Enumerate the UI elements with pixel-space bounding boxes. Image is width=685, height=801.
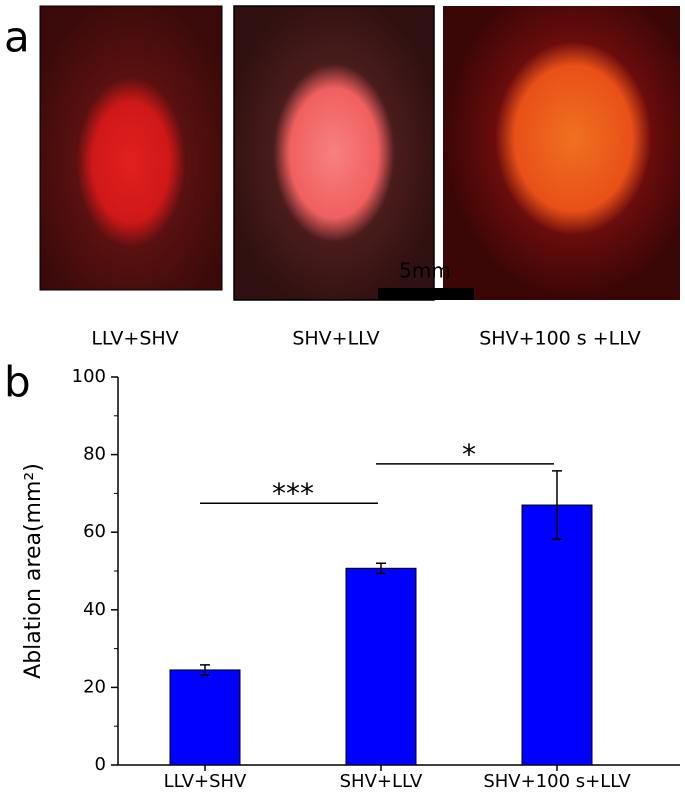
y-axis-label: Ablation area(mm²) [21,463,46,679]
significance-label: * [462,438,476,471]
x-tick-label: SHV+100 s+LLV [483,771,631,792]
y-tick-label: 100 [72,366,106,387]
error-bar [552,470,562,540]
panel-label: b [4,358,31,407]
image-caption: SHV+LLV [292,328,379,350]
bar [169,669,241,766]
bar [521,504,593,766]
photo [39,5,223,291]
y-tick-label: 80 [83,444,106,465]
y-tick-label: 20 [83,676,106,697]
photo [443,6,680,300]
image-caption: SHV+100 s +LLV [479,328,641,350]
significance-label: *** [272,477,314,510]
y-tick-label: 0 [95,754,106,775]
image-caption: LLV+SHV [91,328,178,350]
x-tick-label: LLV+SHV [164,771,247,792]
photo [233,5,435,301]
x-tick-label: SHV+LLV [340,771,423,792]
scale-bar-label: 5mm [399,259,451,283]
error-bar [200,664,210,676]
y-tick-label: 40 [83,599,106,620]
bar [345,567,417,766]
scale-bar [378,288,474,300]
y-tick-label: 60 [83,521,106,542]
panel-label: a [4,13,30,62]
error-bar [376,562,386,575]
